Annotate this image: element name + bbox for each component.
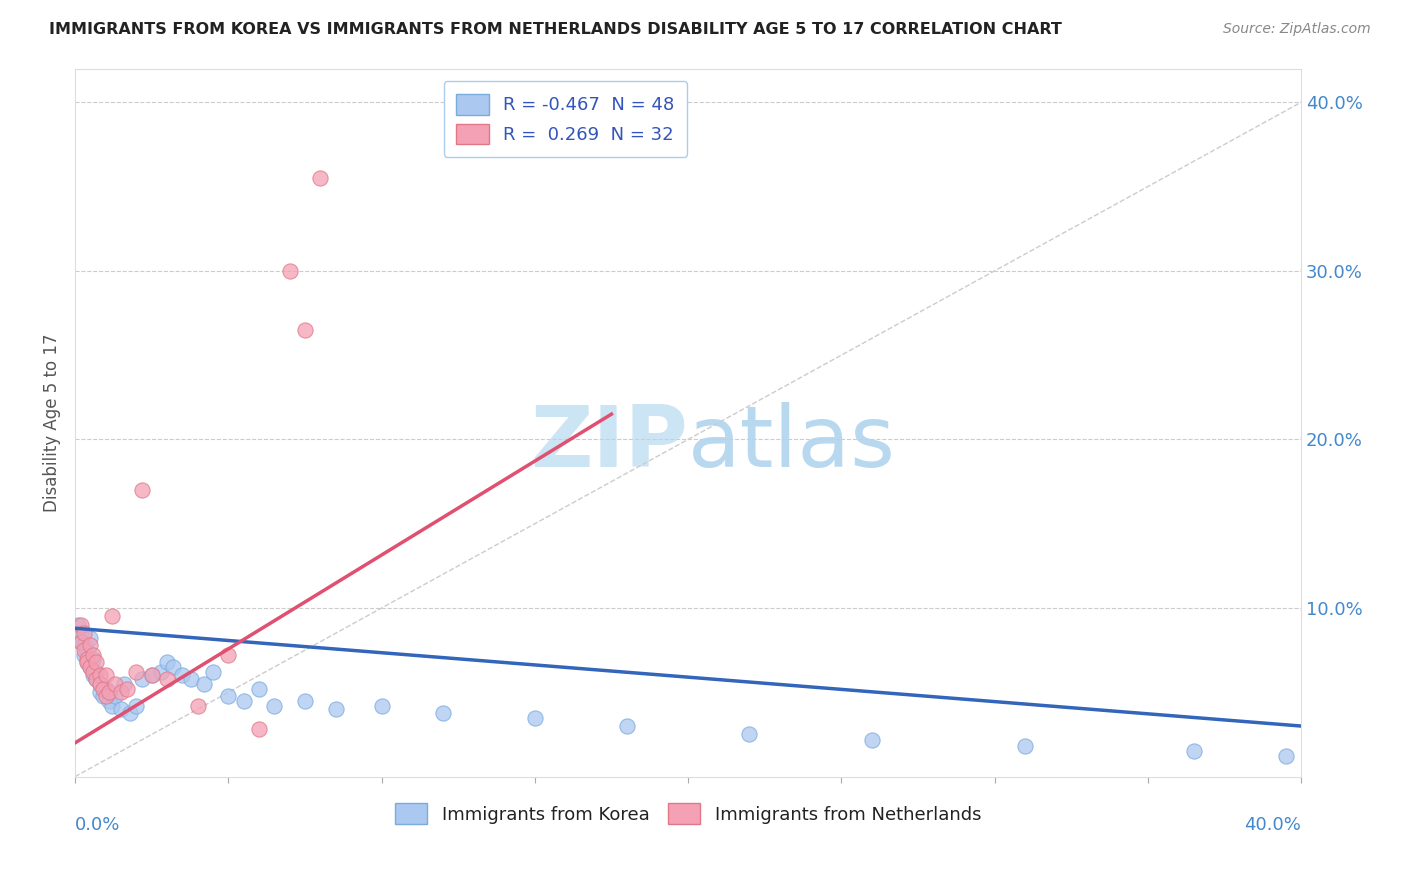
Point <box>1275 749 1298 764</box>
Point <box>89 685 111 699</box>
Point <box>125 665 148 679</box>
Point <box>104 677 127 691</box>
Point <box>86 655 108 669</box>
Text: IMMIGRANTS FROM KOREA VS IMMIGRANTS FROM NETHERLANDS DISABILITY AGE 5 TO 17 CORR: IMMIGRANTS FROM KOREA VS IMMIGRANTS FROM… <box>49 22 1062 37</box>
Text: Source: ZipAtlas.com: Source: ZipAtlas.com <box>1223 22 1371 37</box>
Point <box>1014 739 1036 754</box>
Point <box>162 660 184 674</box>
Point <box>76 651 98 665</box>
Point <box>141 668 163 682</box>
Point <box>232 694 254 708</box>
Text: 0.0%: 0.0% <box>75 815 121 833</box>
Point <box>67 618 90 632</box>
Point <box>76 655 98 669</box>
Point <box>97 694 120 708</box>
Point <box>79 632 101 646</box>
Text: 40.0%: 40.0% <box>1244 815 1301 833</box>
Text: atlas: atlas <box>688 402 896 485</box>
Point <box>70 618 93 632</box>
Point <box>112 677 135 691</box>
Point <box>1182 744 1205 758</box>
Point <box>738 727 761 741</box>
Point <box>432 706 454 720</box>
Point <box>104 689 127 703</box>
Point <box>263 698 285 713</box>
Point <box>86 672 108 686</box>
Point <box>76 655 98 669</box>
Point <box>73 648 96 663</box>
Point <box>115 681 138 696</box>
Point <box>247 723 270 737</box>
Point <box>201 665 224 679</box>
Point <box>156 655 179 669</box>
Point <box>79 638 101 652</box>
Legend: Immigrants from Korea, Immigrants from Netherlands: Immigrants from Korea, Immigrants from N… <box>388 796 988 831</box>
Point <box>149 665 172 679</box>
Point <box>82 651 104 665</box>
Point <box>91 689 114 703</box>
Point <box>125 698 148 713</box>
Point <box>89 668 111 682</box>
Point <box>73 638 96 652</box>
Point <box>156 672 179 686</box>
Point <box>110 685 132 699</box>
Point <box>325 702 347 716</box>
Point <box>101 698 124 713</box>
Point <box>187 698 209 713</box>
Point <box>89 677 111 691</box>
Point <box>120 706 142 720</box>
Y-axis label: Disability Age 5 to 17: Disability Age 5 to 17 <box>44 334 60 512</box>
Point <box>86 665 108 679</box>
Point <box>70 634 93 648</box>
Point <box>860 732 883 747</box>
Point <box>131 483 153 497</box>
Point <box>217 689 239 703</box>
Point <box>76 643 98 657</box>
Point <box>79 660 101 674</box>
Point <box>94 681 117 696</box>
Point <box>247 681 270 696</box>
Point <box>82 665 104 679</box>
Point <box>70 626 93 640</box>
Point <box>94 668 117 682</box>
Point <box>180 672 202 686</box>
Point <box>97 685 120 699</box>
Point <box>523 711 546 725</box>
Point <box>89 677 111 691</box>
Point <box>131 672 153 686</box>
Point <box>294 323 316 337</box>
Point <box>278 264 301 278</box>
Point <box>309 171 332 186</box>
Point <box>193 677 215 691</box>
Point <box>141 668 163 682</box>
Point <box>73 626 96 640</box>
Point <box>217 648 239 663</box>
Point <box>82 668 104 682</box>
Point <box>79 660 101 674</box>
Point <box>86 672 108 686</box>
Point <box>172 668 194 682</box>
Point <box>101 609 124 624</box>
Point <box>110 702 132 716</box>
Point <box>294 694 316 708</box>
Point <box>70 634 93 648</box>
Point <box>616 719 638 733</box>
Point <box>370 698 392 713</box>
Point <box>82 648 104 663</box>
Point <box>91 681 114 696</box>
Text: ZIP: ZIP <box>530 402 688 485</box>
Point <box>73 643 96 657</box>
Point <box>94 689 117 703</box>
